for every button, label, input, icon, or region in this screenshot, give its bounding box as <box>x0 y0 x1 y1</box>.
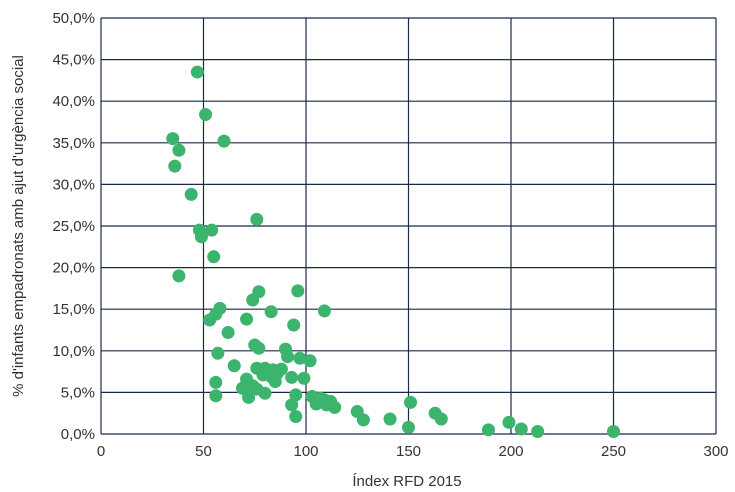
data-point <box>250 212 264 226</box>
data-point <box>404 395 418 409</box>
data-point <box>502 415 516 429</box>
data-point <box>190 65 204 79</box>
data-point <box>289 388 303 402</box>
data-point <box>172 269 186 283</box>
data-point <box>285 398 299 412</box>
data-point <box>240 312 254 326</box>
grid-lines <box>100 17 717 435</box>
y-tick-label: 0,0% <box>61 426 95 443</box>
y-tick-label: 25,0% <box>52 218 95 235</box>
data-point <box>268 375 282 389</box>
data-point <box>285 370 299 384</box>
x-tick-labels: 0 50 100 150 200 250 300 <box>97 443 729 460</box>
data-point <box>607 425 620 439</box>
y-tick-labels: 0,0% 5,0% 10,0% 15,0% 20,0% 25,0% 30,0% 35,0% 40… <box>52 10 95 443</box>
data-point <box>203 313 217 327</box>
data-points <box>166 65 620 439</box>
data-point <box>303 354 317 368</box>
y-tick-label: 50,0% <box>52 10 95 27</box>
data-point <box>289 410 303 424</box>
data-point <box>199 108 213 122</box>
y-tick-label: 10,0% <box>52 343 95 360</box>
data-point <box>168 159 182 173</box>
y-tick-label: 40,0% <box>52 93 95 110</box>
data-point <box>531 425 545 439</box>
data-point <box>205 223 219 237</box>
y-tick-label: 5,0% <box>61 384 95 401</box>
data-point <box>383 412 397 426</box>
data-point <box>297 371 311 385</box>
data-point <box>194 230 208 244</box>
data-point <box>309 397 323 411</box>
x-tick-label: 250 <box>601 443 626 460</box>
x-axis-label: Índex RFD 2015 <box>352 473 461 490</box>
data-point <box>217 134 231 148</box>
data-point <box>166 132 180 146</box>
data-point <box>211 346 225 360</box>
y-tick-label: 20,0% <box>52 260 95 277</box>
y-tick-label: 35,0% <box>52 135 95 152</box>
data-point <box>207 250 221 264</box>
data-point <box>293 351 307 365</box>
data-point <box>514 422 528 436</box>
y-tick-label: 30,0% <box>52 176 95 193</box>
y-tick-label: 15,0% <box>52 301 95 318</box>
data-point <box>252 341 266 355</box>
data-point <box>402 420 415 434</box>
data-point <box>221 325 235 339</box>
y-axis-label: % d'infants empadronats amb ajut d'urgèn… <box>10 55 27 397</box>
x-tick-label: 50 <box>195 443 212 460</box>
data-point <box>287 318 301 332</box>
x-tick-label: 200 <box>498 443 523 460</box>
data-point <box>246 293 260 307</box>
data-point <box>291 284 305 298</box>
x-tick-label: 0 <box>97 443 105 460</box>
data-point <box>172 143 186 157</box>
x-tick-label: 100 <box>293 443 318 460</box>
data-point <box>184 187 198 201</box>
x-tick-label: 300 <box>703 443 728 460</box>
data-point <box>434 412 448 426</box>
data-point <box>258 386 272 400</box>
x-tick-label: 150 <box>396 443 421 460</box>
data-point <box>264 305 278 319</box>
data-point <box>356 413 370 427</box>
data-point <box>209 375 223 389</box>
data-point <box>481 423 495 437</box>
data-point <box>328 400 342 414</box>
data-point <box>242 390 256 404</box>
y-tick-label: 45,0% <box>52 52 95 69</box>
data-point <box>209 389 223 403</box>
data-point <box>281 350 295 364</box>
data-point <box>227 359 241 373</box>
data-point <box>317 304 331 318</box>
